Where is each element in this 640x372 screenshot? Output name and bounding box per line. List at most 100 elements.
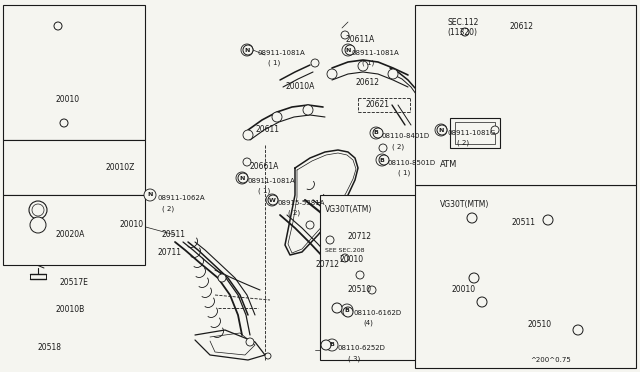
Text: SEE SEC.208: SEE SEC.208 — [325, 248, 365, 253]
Text: VG30T(MTM): VG30T(MTM) — [440, 200, 490, 209]
Circle shape — [332, 303, 342, 313]
Text: 20511: 20511 — [512, 218, 536, 227]
Circle shape — [573, 325, 583, 335]
Text: 20020A: 20020A — [55, 230, 84, 239]
Bar — [3, 5, 145, 140]
Text: ( 2): ( 2) — [162, 205, 174, 212]
Circle shape — [376, 154, 388, 166]
Circle shape — [246, 338, 254, 346]
Text: ( 2): ( 2) — [457, 140, 469, 147]
Text: N: N — [147, 192, 153, 198]
Circle shape — [467, 213, 477, 223]
Circle shape — [306, 221, 314, 229]
Text: ( 1): ( 1) — [268, 60, 280, 67]
Text: ( 1): ( 1) — [258, 188, 270, 195]
Text: ( 1): ( 1) — [398, 170, 410, 176]
Text: 20661A: 20661A — [250, 162, 280, 171]
Circle shape — [144, 189, 156, 201]
Circle shape — [268, 195, 278, 205]
Bar — [415, 5, 636, 185]
Text: (4): (4) — [363, 320, 373, 327]
Text: ATM: ATM — [440, 160, 458, 169]
Text: 20611A: 20611A — [345, 35, 374, 44]
Text: 20010B: 20010B — [55, 305, 84, 314]
Text: 20510: 20510 — [348, 285, 372, 294]
Circle shape — [358, 61, 368, 71]
Circle shape — [266, 194, 278, 206]
Circle shape — [321, 340, 331, 350]
Text: 08110-8501D: 08110-8501D — [388, 160, 436, 166]
Text: 20621: 20621 — [365, 100, 389, 109]
Circle shape — [341, 31, 349, 39]
Text: 08110-8401D: 08110-8401D — [382, 133, 430, 139]
Text: 20010: 20010 — [340, 255, 364, 264]
Text: ( 2): ( 2) — [392, 143, 404, 150]
Text: 20010Z: 20010Z — [105, 163, 134, 172]
Circle shape — [370, 127, 382, 139]
Text: N: N — [346, 48, 351, 52]
Text: 08915-5381A: 08915-5381A — [278, 200, 326, 206]
Text: W: W — [269, 198, 275, 202]
Text: 20010: 20010 — [120, 220, 144, 229]
Text: ( 1): ( 1) — [362, 60, 374, 67]
Circle shape — [437, 125, 447, 135]
Circle shape — [368, 286, 376, 294]
Text: 20611: 20611 — [255, 125, 279, 134]
Circle shape — [238, 173, 248, 183]
Text: 08911-1081G: 08911-1081G — [447, 130, 495, 136]
Text: 20712: 20712 — [315, 260, 339, 269]
Circle shape — [265, 353, 271, 359]
Text: 08911-1081A: 08911-1081A — [258, 50, 306, 56]
Text: 20517E: 20517E — [60, 278, 89, 287]
Circle shape — [461, 28, 469, 36]
Circle shape — [341, 254, 349, 262]
Circle shape — [241, 44, 253, 56]
Text: 20010A: 20010A — [285, 82, 314, 91]
Text: 20511: 20511 — [162, 230, 186, 239]
Text: 20711: 20711 — [158, 248, 182, 257]
Circle shape — [379, 144, 387, 152]
Text: B: B — [374, 131, 378, 135]
Text: 08110-6252D: 08110-6252D — [338, 345, 386, 351]
Text: 20518: 20518 — [38, 343, 62, 352]
Circle shape — [342, 44, 354, 56]
Text: 08110-6162D: 08110-6162D — [353, 310, 401, 316]
Circle shape — [327, 69, 337, 79]
Bar — [320, 195, 435, 360]
Circle shape — [243, 45, 253, 55]
Circle shape — [32, 204, 44, 216]
Bar — [3, 140, 145, 195]
Bar — [450, 118, 500, 148]
Text: 08911-1062A: 08911-1062A — [157, 195, 205, 201]
Circle shape — [543, 215, 553, 225]
Bar — [455, 122, 495, 144]
Text: 20010: 20010 — [55, 95, 79, 104]
Circle shape — [435, 124, 447, 136]
Circle shape — [343, 307, 353, 317]
Text: (11320): (11320) — [447, 28, 477, 37]
Text: 08911-1081A: 08911-1081A — [248, 178, 296, 184]
Circle shape — [29, 201, 47, 219]
Text: N: N — [244, 48, 250, 52]
Circle shape — [303, 105, 313, 115]
Text: ^200^0.75: ^200^0.75 — [530, 357, 571, 363]
Bar — [415, 185, 636, 368]
Circle shape — [326, 339, 338, 351]
Text: 20612: 20612 — [510, 22, 534, 31]
Circle shape — [243, 158, 251, 166]
Circle shape — [379, 155, 389, 165]
Text: N: N — [438, 128, 444, 132]
Circle shape — [54, 22, 62, 30]
Circle shape — [373, 128, 383, 138]
Circle shape — [311, 59, 319, 67]
Text: SEC.112: SEC.112 — [447, 18, 478, 27]
Bar — [3, 195, 145, 265]
Circle shape — [341, 304, 353, 316]
Text: ( 2): ( 2) — [288, 210, 300, 217]
Circle shape — [272, 112, 282, 122]
Text: N: N — [239, 176, 244, 180]
Circle shape — [477, 297, 487, 307]
Circle shape — [326, 236, 334, 244]
Text: B: B — [330, 343, 335, 347]
Text: B: B — [380, 157, 385, 163]
